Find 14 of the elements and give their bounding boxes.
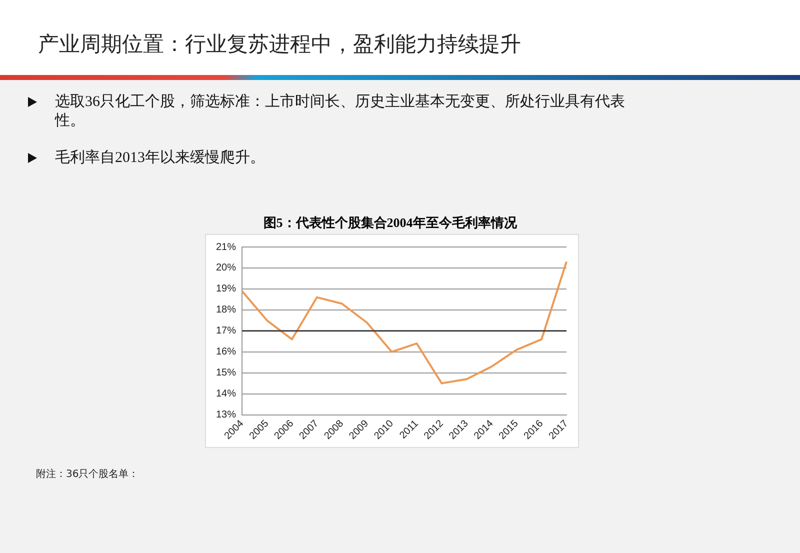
y-tick-label: 15% [216, 368, 236, 379]
text: 产业周期位置：行业复苏进程中，盈利能力持续提升 [38, 31, 521, 58]
chart-title: 图5：代表性个股集合2004年至今毛利率情况 [262, 214, 518, 232]
text: 选取36只化工个股，筛选标准：上市时间长、历史主业基本无变更、所处行业具有代表性。 [55, 92, 626, 130]
y-tick-label: 13% [216, 410, 236, 421]
y-tick-label: 17% [216, 326, 236, 337]
y-tick-label: 14% [216, 388, 236, 400]
y-tick-label: 18% [216, 304, 236, 316]
y-tick-label: 20% [216, 262, 236, 274]
text: 毛利率自2013年以来缓慢爬升。 [55, 148, 266, 167]
text: 附注：36只个股名单： [36, 468, 139, 481]
y-tick-label: 19% [216, 284, 236, 295]
y-tick-label: 16% [216, 346, 236, 358]
y-tick-label: 21% [216, 242, 236, 253]
